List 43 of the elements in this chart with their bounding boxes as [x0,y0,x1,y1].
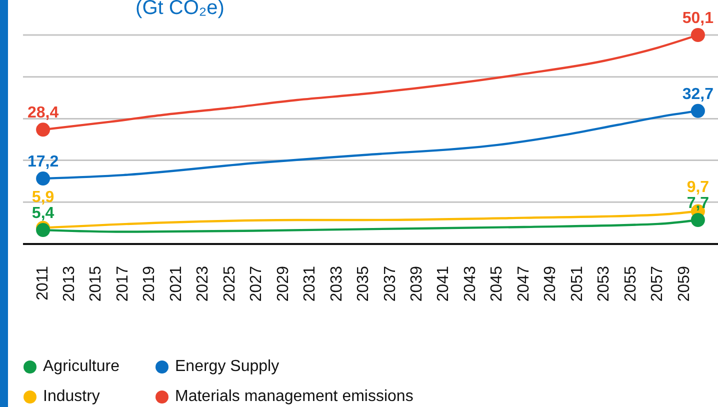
x-tick-label: 2041 [435,266,452,302]
x-tick-label: 2045 [488,266,506,302]
x-tick-label: 2021 [168,266,185,302]
x-tick-label: 2035 [355,266,372,302]
x-tick-label: 2033 [328,266,346,302]
point [36,172,50,186]
data-label: 32,7 [682,86,714,103]
x-tick-label: 2027 [248,266,266,302]
point [690,104,705,118]
x-tick-label: 2037 [382,266,399,302]
x-tick-label: 2051 [568,266,586,302]
x-tick-label: 2029 [274,266,292,302]
point [690,213,705,227]
data-label: 17,2 [27,154,59,171]
legend-label: Industry [43,388,100,406]
data-label: 50,1 [682,10,714,27]
data-label: 28,4 [27,104,59,122]
data-label: 7,7 [686,195,710,212]
x-tick-label: 2013 [61,266,78,302]
x-tick-label: 2039 [408,266,426,302]
x-tick-label: 2023 [194,266,212,302]
data-label: 9,7 [686,179,710,196]
point [690,28,705,42]
x-tick-label: 2031 [302,266,319,302]
x-tick-label: 2059 [676,266,693,302]
x-tick-label: 2019 [141,266,158,302]
x-tick-label: 2053 [596,266,613,302]
x-tick-label: 2025 [221,266,238,302]
x-tick-label: 2011 [34,266,52,300]
x-tick-label: 2057 [649,266,666,302]
data-label: 5,4 [32,205,54,222]
x-tick-label: 2047 [515,266,532,302]
legend-label: Materials management emissions [175,388,414,406]
x-tick-label: 2015 [88,266,105,302]
x-tick-label: 2017 [114,266,132,302]
x-tick-label: 2055 [622,266,640,302]
legend-label: Energy Supply [175,358,280,376]
point [36,223,50,238]
x-tick-label: 2043 [462,266,479,302]
legend-label: Agriculture [43,358,120,376]
data-label: 5,9 [32,189,54,206]
x-tick-label: 2049 [542,266,560,302]
point [36,122,50,137]
